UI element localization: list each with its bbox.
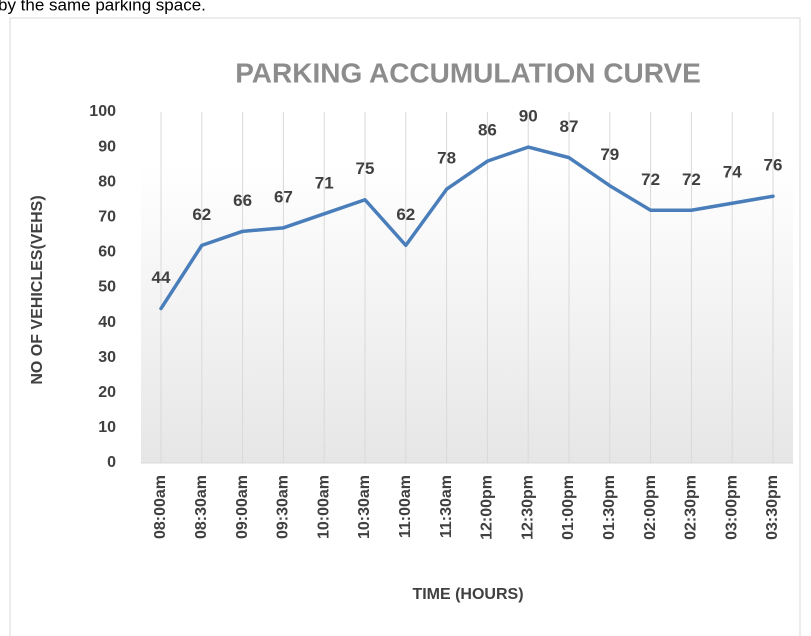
x-tick-label: 01:00pm [560, 475, 577, 540]
caption: by the same parking space. [0, 0, 206, 14]
x-tick-label: 09:30am [275, 475, 292, 539]
data-label: 72 [682, 170, 701, 189]
data-label: 76 [764, 156, 783, 175]
x-tick-label: 10:00am [315, 475, 332, 539]
data-label: 90 [519, 107, 538, 126]
x-tick-label: 03:00pm [723, 475, 740, 540]
x-tick-label: 08:30am [193, 475, 210, 539]
x-tick-label: 03:30pm [764, 475, 781, 540]
data-label: 67 [274, 187, 293, 206]
x-tick-label: 10:30am [356, 475, 373, 539]
data-label: 86 [478, 121, 497, 140]
x-tick-label: 11:00am [397, 475, 414, 538]
y-tick-label: 70 [98, 209, 116, 226]
y-tick-label: 40 [98, 314, 116, 331]
x-axis-title: TIME (HOURS) [412, 586, 523, 603]
x-tick-label: 12:00pm [479, 475, 496, 540]
data-label: 62 [192, 205, 211, 224]
x-tick-label: 09:00am [234, 475, 251, 539]
data-label: 62 [396, 205, 415, 224]
data-label: 78 [437, 149, 456, 168]
y-tick-label: 50 [98, 279, 116, 296]
data-label: 72 [641, 170, 660, 189]
data-label: 79 [600, 145, 619, 164]
data-label: 71 [315, 173, 334, 192]
x-tick-label: 12:30pm [519, 475, 536, 540]
data-label: 66 [233, 191, 252, 210]
data-line [159, 145, 775, 311]
y-tick-label: 0 [107, 454, 116, 471]
data-label: 87 [560, 117, 579, 136]
y-tick-label: 100 [89, 103, 116, 120]
y-axis-title: NO OF VEHICLES(VEHS) [29, 195, 46, 384]
y-tick-label: 30 [98, 349, 116, 366]
data-label: 75 [356, 159, 375, 178]
y-tick-label: 80 [98, 173, 116, 190]
x-tick-label: 11:30am [438, 475, 455, 538]
y-tick-label: 20 [98, 384, 116, 401]
plot-area [141, 112, 793, 463]
x-tick-label: 02:00pm [642, 475, 659, 540]
chart-title: PARKING ACCUMULATION CURVE [235, 57, 701, 88]
data-label: 74 [723, 163, 742, 182]
x-tick-label: 02:30pm [683, 475, 700, 540]
y-tick-label: 90 [98, 138, 116, 155]
y-tick-label: 60 [98, 244, 116, 261]
x-tick-label: 08:00am [152, 475, 169, 539]
x-tick-label: 01:30pm [601, 475, 618, 540]
y-tick-label: 10 [98, 419, 116, 436]
data-label: 44 [152, 268, 171, 287]
